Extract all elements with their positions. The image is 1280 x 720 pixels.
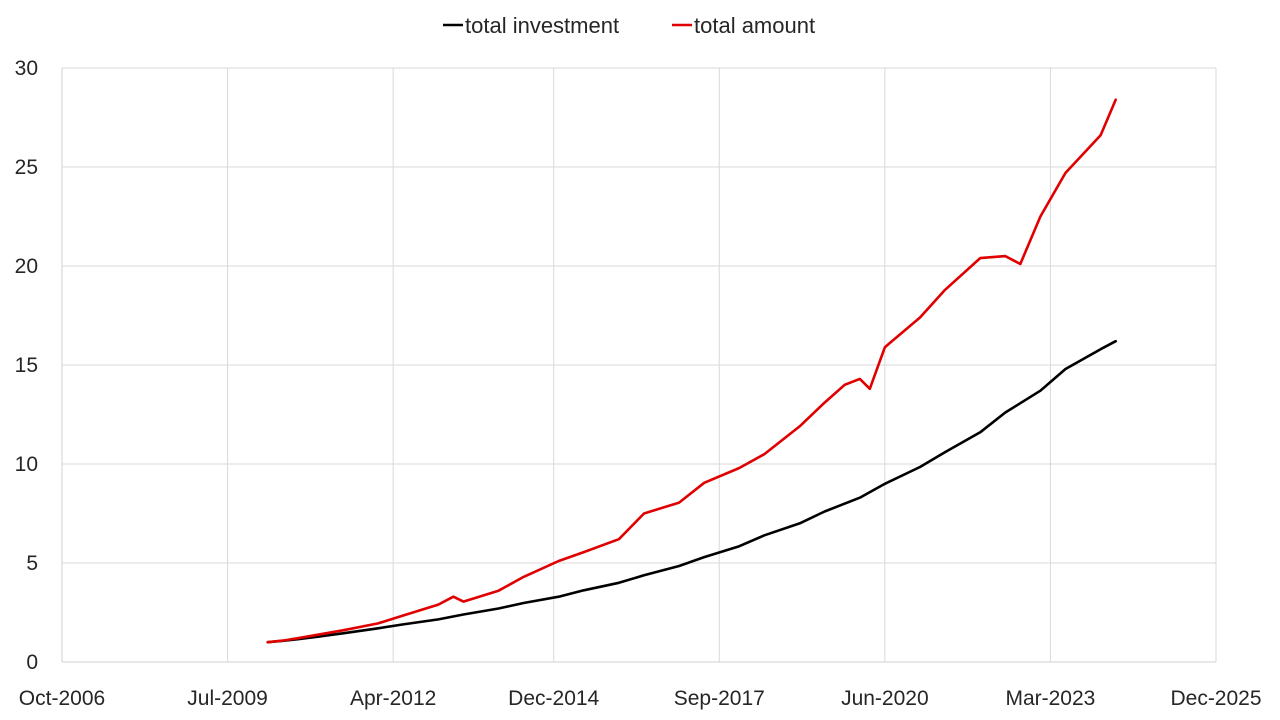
x-tick-label: Dec-2014 — [508, 687, 599, 710]
legend-label: total amount — [694, 13, 815, 38]
series-lines — [266, 98, 1117, 644]
y-axis-ticks: 0 5 10 15 20 25 30 — [15, 57, 38, 674]
legend-label: total investment — [465, 13, 619, 38]
x-tick-label: Sep-2017 — [674, 687, 765, 710]
x-tick-label: Dec-2025 — [1170, 687, 1261, 710]
y-tick-label: 5 — [26, 552, 38, 575]
y-tick-label: 15 — [15, 354, 38, 377]
series-line-total-amount — [266, 98, 1117, 644]
y-tick-label: 20 — [15, 255, 38, 278]
series-line-total-investment — [266, 339, 1117, 644]
y-tick-label: 25 — [15, 156, 38, 179]
axes — [61, 68, 1216, 663]
x-tick-label: Jul-2009 — [187, 687, 268, 710]
grid — [62, 67, 1217, 662]
y-tick-label: 10 — [15, 453, 38, 476]
x-axis-ticks: Oct-2006 Jul-2009 Apr-2012 Dec-2014 Sep-2017… — [19, 687, 1262, 710]
x-tick-label: Mar-2023 — [1005, 687, 1095, 710]
x-tick-label: Oct-2006 — [19, 687, 105, 710]
x-tick-label: Jun-2020 — [841, 687, 929, 710]
y-tick-label: 30 — [15, 57, 38, 80]
y-tick-label: 0 — [26, 651, 38, 674]
x-tick-label: Apr-2012 — [350, 687, 436, 710]
legend: total investment total amount — [443, 13, 815, 38]
